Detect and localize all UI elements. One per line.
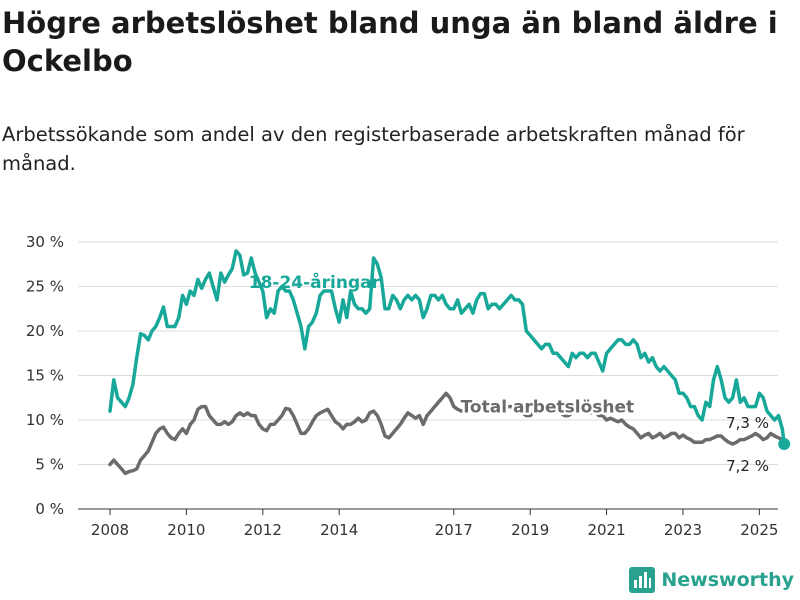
y-tick-label: 5 % [35, 456, 64, 474]
x-axis: 2008 2010 2012 2014 2017 2019 2021 2023 2025 [91, 509, 778, 539]
brand-name: Newsworthy [661, 569, 794, 591]
series-line-18-24 [108, 249, 786, 446]
x-tick-label: 2012 [244, 521, 282, 539]
x-tick-label: 2023 [664, 521, 702, 539]
x-tick-label: 2010 [167, 521, 205, 539]
y-tick-label: 0 % [35, 500, 64, 518]
chart-subtitle: Arbetssökande som andel av den registerb… [2, 123, 745, 175]
y-tick-label: 15 % [26, 367, 64, 385]
gridlines [78, 241, 778, 510]
newsworthy-logo-icon [629, 567, 656, 593]
x-tick-label: 2019 [511, 521, 549, 539]
x-tick-label: 2021 [587, 521, 625, 539]
series-label-total: Total arbetslöshet [461, 398, 635, 418]
y-tick-label: 25 % [26, 278, 64, 296]
chart-title: Högre arbetslöshet bland unga än bland ä… [2, 6, 778, 78]
y-axis-ticks: 0 % 5 % 10 % 15 % 20 % 25 % 30 % [26, 233, 64, 518]
y-tick-label: 20 % [26, 322, 64, 340]
y-tick-label: 30 % [26, 233, 64, 251]
end-label-total: 7,2 % [726, 457, 769, 475]
x-tick-label: 2017 [435, 521, 473, 539]
series-label-18-24: 18-24-åringar [249, 271, 381, 293]
end-label-18-24: 7,3 % [726, 414, 769, 432]
end-point-dot [778, 438, 791, 451]
y-tick-label: 10 % [26, 411, 64, 429]
series-line-total [108, 391, 786, 476]
series-lines [108, 249, 786, 476]
x-tick-label: 2008 [91, 521, 129, 539]
series-labels: 18-24-åringar Total arbetslöshet 7,3 % 7,2 … [249, 271, 791, 475]
x-tick-label: 2025 [740, 521, 778, 539]
newsworthy-brand[interactable]: Newsworthy [629, 566, 794, 594]
x-tick-label: 2014 [320, 521, 358, 539]
